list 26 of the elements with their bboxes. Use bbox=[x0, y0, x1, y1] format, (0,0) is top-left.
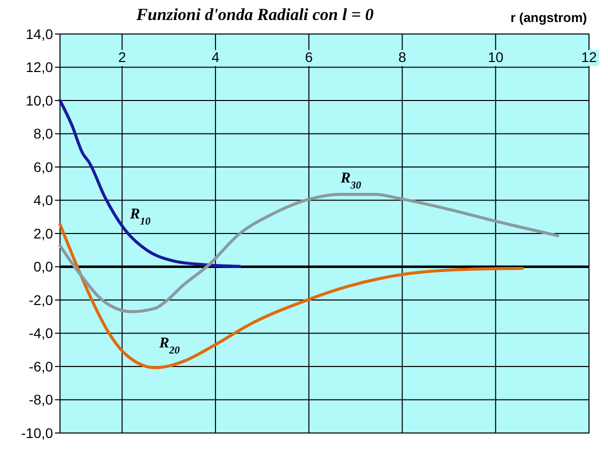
series-label: R$_{10}$ bbox=[128, 206, 152, 228]
y-tick-label: 4,0 bbox=[34, 192, 54, 208]
x-tick-label: 12 bbox=[581, 49, 597, 65]
y-tick-label: 12,0 bbox=[26, 59, 54, 76]
y-tick-label: 10,0 bbox=[26, 92, 54, 108]
series-label: R$_{30}$ bbox=[340, 170, 362, 191]
series-label: R$_{20}$ bbox=[158, 336, 181, 356]
y-tick-label: 2,0 bbox=[34, 225, 54, 242]
x-tick-label: 4 bbox=[212, 49, 220, 65]
y-tick-label: -2,0 bbox=[28, 292, 54, 308]
x-tick-label: 6 bbox=[304, 49, 313, 65]
line-series bbox=[58, 192, 560, 314]
x-tick-label: 2 bbox=[118, 49, 126, 65]
x-axis-title: r (angstrom) bbox=[510, 10, 587, 25]
y-tick-label: -10,0 bbox=[21, 424, 54, 441]
y-tick-label: -8,0 bbox=[28, 392, 54, 408]
y-tick-label: 14,0 bbox=[26, 26, 54, 42]
chart-title: Funzioni d'onda Radiali con l = 0 bbox=[135, 5, 374, 24]
x-tick-label: 10 bbox=[488, 49, 504, 65]
line-series bbox=[58, 99, 242, 268]
x-tick-label: 8 bbox=[398, 49, 406, 65]
y-tick-label: -6,0 bbox=[28, 358, 54, 374]
y-tick-label: -4,0 bbox=[28, 325, 54, 342]
y-tick-label: 6,0 bbox=[34, 158, 54, 175]
y-tick-label: 8,0 bbox=[34, 126, 54, 142]
y-tick-label: 0,0 bbox=[34, 258, 54, 275]
